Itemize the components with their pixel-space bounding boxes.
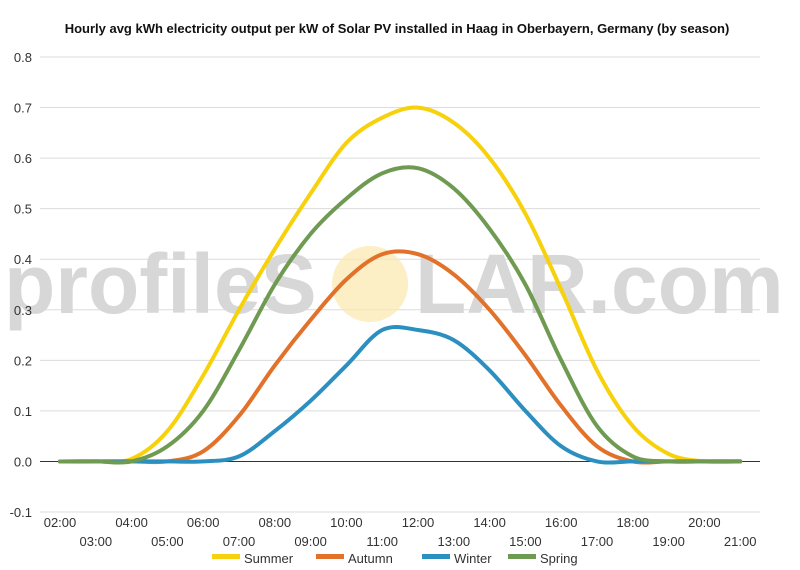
y-tick-label: 0.7	[14, 101, 32, 116]
x-tick-label: 18:00	[617, 515, 650, 530]
y-axis-tick-labels: 0.8 0.7 0.6 0.5 0.4 0.3 0.2 0.1 0.0 -0.1	[10, 50, 32, 520]
legend-swatch-winter	[422, 554, 450, 559]
legend: Summer Autumn Winter Spring	[212, 551, 578, 566]
x-tick-label: 20:00	[688, 515, 721, 530]
series-line-spring	[58, 165, 743, 465]
x-tick-label: 17:00	[581, 534, 614, 549]
x-tick-label: 19:00	[652, 534, 685, 549]
y-tick-label: 0.0	[14, 454, 32, 469]
legend-label-summer[interactable]: Summer	[244, 551, 294, 566]
watermark-text-right: LAR.com	[415, 237, 784, 331]
y-tick-label: 0.6	[14, 151, 32, 166]
series-line-winter	[58, 324, 743, 465]
x-tick-label: 03:00	[80, 534, 113, 549]
x-tick-label: 08:00	[259, 515, 292, 530]
x-tick-label: 15:00	[509, 534, 542, 549]
y-tick-label: -0.1	[10, 505, 32, 520]
x-tick-label: 12:00	[402, 515, 435, 530]
x-axis-tick-labels: 02:00 04:00 06:00 08:00 10:00 12:00 14:00 16:00…	[44, 515, 757, 549]
legend-swatch-spring	[508, 554, 536, 559]
y-tick-label: 0.3	[14, 303, 32, 318]
legend-label-spring[interactable]: Spring	[540, 551, 578, 566]
x-tick-label: 07:00	[223, 534, 256, 549]
legend-label-autumn[interactable]: Autumn	[348, 551, 393, 566]
x-tick-label: 14:00	[473, 515, 506, 530]
series-line-summer	[58, 105, 743, 464]
y-tick-label: 0.4	[14, 252, 32, 267]
x-tick-label: 05:00	[151, 534, 184, 549]
x-tick-label: 21:00	[724, 534, 757, 549]
y-tick-label: 0.5	[14, 202, 32, 217]
x-tick-label: 10:00	[330, 515, 363, 530]
series-lines	[58, 105, 743, 465]
y-tick-label: 0.1	[14, 404, 32, 419]
y-tick-label: 0.8	[14, 50, 32, 65]
x-tick-label: 09:00	[294, 534, 327, 549]
y-tick-label: 0.2	[14, 353, 32, 368]
x-tick-label: 11:00	[366, 534, 398, 549]
legend-swatch-summer	[212, 554, 240, 559]
watermark-text-left: profileS	[4, 237, 317, 331]
x-tick-label: 13:00	[438, 534, 471, 549]
legend-swatch-autumn	[316, 554, 344, 559]
x-tick-label: 02:00	[44, 515, 77, 530]
legend-label-winter[interactable]: Winter	[454, 551, 492, 566]
x-tick-label: 06:00	[187, 515, 220, 530]
chart-title: Hourly avg kWh electricity output per kW…	[65, 21, 730, 36]
x-tick-label: 16:00	[545, 515, 578, 530]
watermark-sun-icon	[332, 246, 408, 322]
x-tick-label: 04:00	[115, 515, 148, 530]
watermark: profileS LAR.com	[4, 237, 784, 331]
